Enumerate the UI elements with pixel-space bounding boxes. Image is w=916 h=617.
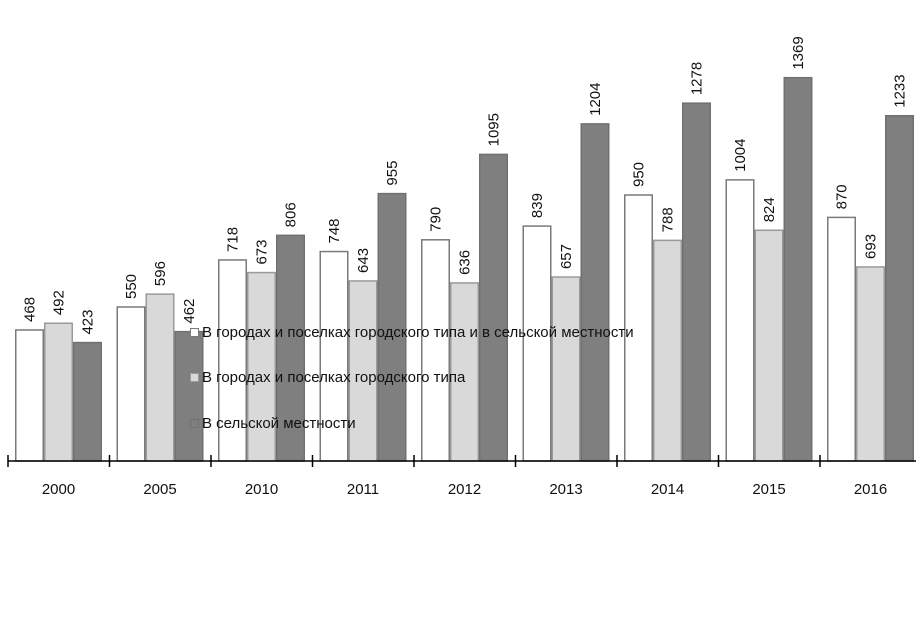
legend-swatch-rural — [190, 418, 199, 428]
bar-urban-2005 — [145, 293, 175, 462]
data-label-rural-2014: 1278 — [689, 62, 706, 95]
x-tick-label-2000: 2000 — [42, 481, 75, 498]
x-tick-label-2014: 2014 — [651, 481, 684, 498]
bar-urban-2010 — [247, 271, 276, 462]
bar-rural-2013 — [580, 123, 610, 462]
data-label-urban-2010: 673 — [254, 240, 271, 265]
x-tick-label-2011: 2011 — [347, 481, 379, 498]
data-label-urban-2000: 492 — [51, 290, 68, 315]
bar-total-2000 — [15, 329, 44, 462]
legend-label-rural: В сельской местности — [202, 414, 356, 432]
data-label-urban-2013: 657 — [558, 244, 575, 269]
data-label-rural-2016: 1233 — [892, 74, 909, 107]
data-label-total-2011: 748 — [326, 219, 343, 244]
legend-label-urban: В городах и поселках городского типа — [202, 368, 466, 386]
data-label-total-2005: 550 — [123, 274, 140, 299]
x-tick-label-2016: 2016 — [854, 481, 887, 498]
bar-rural-2000 — [73, 341, 102, 462]
bar-urban-2012 — [450, 282, 479, 462]
bar-rural-2005 — [174, 330, 204, 462]
bar-urban-2015 — [754, 229, 784, 462]
data-label-urban-2005: 596 — [152, 261, 169, 286]
data-label-total-2012: 790 — [428, 207, 445, 232]
legend-item-urban: В городах и поселках городского типа — [190, 367, 465, 387]
legend-label-total: В городах и поселках городского типа и в… — [202, 323, 634, 341]
bar-urban-2000 — [44, 322, 73, 462]
bar-total-2010 — [218, 259, 247, 462]
bar-urban-2016 — [856, 266, 885, 462]
legend-swatch-total — [190, 327, 199, 337]
data-label-rural-2015: 1369 — [790, 36, 807, 69]
bar-rural-2015 — [783, 76, 813, 462]
x-tick-label-2013: 2013 — [549, 481, 582, 498]
x-tick-label-2005: 2005 — [143, 481, 176, 498]
x-tick-label-2010: 2010 — [245, 481, 278, 498]
data-label-rural-2013: 1204 — [587, 83, 604, 116]
data-label-urban-2011: 643 — [355, 248, 372, 273]
bar-rural-2016 — [885, 115, 914, 462]
bar-rural-2012 — [479, 153, 508, 462]
bar-total-2014 — [624, 194, 653, 462]
data-label-total-2000: 468 — [22, 297, 39, 322]
bar-total-2012 — [421, 239, 450, 462]
data-label-rural-2000: 423 — [80, 310, 97, 335]
data-label-total-2016: 870 — [834, 184, 851, 209]
legend-item-rural: В сельской местности — [190, 413, 356, 433]
data-label-total-2013: 839 — [529, 193, 546, 218]
bar-total-2005 — [116, 306, 146, 462]
legend-swatch-urban — [190, 372, 199, 382]
data-label-urban-2012: 636 — [457, 250, 474, 275]
data-label-urban-2014: 788 — [660, 207, 677, 232]
bar-total-2013 — [522, 225, 552, 462]
x-tick-label-2015: 2015 — [752, 481, 785, 498]
data-label-rural-2010: 806 — [283, 202, 300, 227]
bar-urban-2014 — [653, 239, 682, 462]
bar-urban-2013 — [551, 276, 581, 462]
data-label-total-2010: 718 — [225, 227, 242, 252]
legend-item-total: В городах и поселках городского типа и в… — [190, 322, 634, 342]
data-label-total-2015: 1004 — [732, 139, 749, 172]
bar-total-2016 — [827, 216, 856, 462]
data-label-urban-2016: 693 — [863, 234, 880, 259]
x-tick-label-2012: 2012 — [448, 481, 481, 498]
bar-total-2015 — [725, 179, 755, 462]
data-label-rural-2005: 462 — [181, 299, 198, 324]
data-label-rural-2012: 1095 — [486, 113, 503, 146]
bar-rural-2010 — [276, 234, 305, 462]
data-label-urban-2015: 824 — [761, 197, 778, 222]
bar-rural-2014 — [682, 102, 711, 462]
data-label-total-2014: 950 — [631, 162, 648, 187]
data-label-rural-2011: 955 — [384, 161, 401, 186]
